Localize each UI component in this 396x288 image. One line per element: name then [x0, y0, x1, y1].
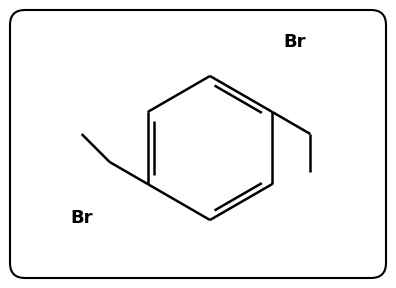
Text: Br: Br — [71, 209, 93, 227]
Text: Br: Br — [284, 33, 306, 51]
